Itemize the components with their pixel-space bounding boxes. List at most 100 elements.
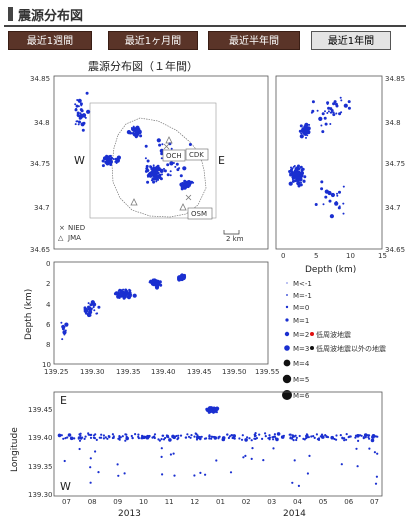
time-epicenter [104, 436, 107, 439]
time-epicenter [84, 435, 87, 438]
map-epicenter [187, 184, 190, 187]
time-epicenter [162, 438, 166, 441]
page-header: 震源分布図 [4, 3, 406, 27]
time-epicenter [298, 434, 301, 438]
time-epicenter [288, 433, 291, 436]
map-epicenter [144, 157, 147, 160]
depth-epicenter [62, 324, 65, 327]
map-epicenter [101, 164, 105, 168]
time-epicenter [268, 438, 271, 441]
time-epicenter [335, 434, 338, 437]
side-epicenter [318, 116, 323, 121]
time-epicenter [295, 438, 298, 442]
depth-epicenter [152, 283, 154, 286]
depth-side-frame [275, 75, 383, 250]
time-epicenter [345, 438, 348, 441]
map-epicenter [109, 163, 113, 166]
side-epicenter [347, 100, 351, 104]
side-epicenter [303, 175, 307, 179]
side-epicenter [339, 96, 342, 99]
map-epicenter [155, 180, 158, 183]
time-epicenter [160, 438, 163, 441]
time-epicenter [289, 437, 292, 440]
time-epicenter [69, 436, 74, 441]
depth-epicenter [130, 293, 133, 296]
map-epicenter [128, 131, 132, 135]
time-epicenter [250, 457, 253, 460]
map-epicenter [161, 173, 163, 176]
map-epicenter [169, 161, 174, 166]
side-epicenter [342, 202, 345, 205]
time-epicenter [210, 437, 213, 440]
time-epicenter [315, 433, 318, 436]
legend-mag-label: M=1 [293, 317, 309, 325]
tab-1-year[interactable]: 最近1年間 [311, 31, 391, 50]
side-epicenter [294, 168, 298, 172]
map-epicenter [174, 165, 177, 168]
side-epicenter [299, 165, 303, 169]
depth-epicenter [64, 331, 67, 334]
side-epicenter [311, 109, 315, 113]
map-frame [53, 75, 269, 250]
time-epicenter [264, 432, 267, 435]
time-epicenter [374, 435, 377, 438]
side-epicenter [302, 179, 306, 183]
time-epicenter [172, 452, 175, 455]
map-epicenter [158, 143, 162, 147]
time-month-tick: 05 [319, 498, 328, 506]
map-epicenter [152, 180, 155, 183]
time-y-tick: 139.30 [28, 491, 53, 499]
map-epicenter [179, 174, 183, 178]
time-epicenter [272, 447, 275, 450]
time-epicenter [116, 463, 119, 466]
side-epicenter [328, 199, 332, 203]
jma-station-icons [130, 136, 187, 211]
side-epicenter [295, 176, 298, 179]
time-month-tick: 04 [293, 498, 302, 506]
depth-epicenter [158, 280, 162, 284]
side-epicenter [299, 134, 304, 139]
time-month-tick: 08 [88, 498, 97, 506]
depth-epicenter [93, 309, 96, 312]
time-epicenter [376, 452, 379, 455]
depth-y-tick: 0 [46, 260, 50, 268]
time-epicenter [194, 432, 197, 435]
map-epicenter [80, 109, 84, 113]
legend-mag-label: M=4 [293, 360, 310, 368]
map-epicenter [116, 155, 121, 160]
depth-x-tick: 139.30 [80, 368, 105, 376]
depth-epicenter [159, 283, 163, 287]
time-epicenter [308, 454, 311, 457]
depth-epicenter [92, 306, 95, 309]
side-epicenter [329, 123, 332, 125]
tab-1-week[interactable]: 最近1週間 [8, 31, 92, 50]
time-epicenter [171, 435, 174, 439]
time-epicenter [215, 406, 220, 411]
time-epicenter [100, 433, 103, 436]
map-epicenter [135, 128, 140, 133]
map-epicenter [152, 168, 155, 170]
map-epicenter [74, 123, 77, 126]
side-epicenter [343, 103, 348, 108]
tab-half-year[interactable]: 最近半年間 [208, 31, 300, 50]
map-east-label: E [218, 154, 225, 167]
map-epicenter [175, 162, 179, 166]
depth-epicenter [85, 309, 89, 313]
tab-1-month[interactable]: 最近1ヶ月間 [108, 31, 198, 50]
map-epicenter [74, 103, 77, 106]
time-epicenter [217, 436, 220, 439]
side-epicenter [322, 203, 325, 206]
time-epicenter [355, 447, 358, 450]
side-epicenter [291, 176, 294, 179]
depth-epicenter [153, 284, 156, 287]
depth-epicenters [60, 273, 187, 341]
time-epicenter [179, 434, 183, 437]
side-epicenter [324, 195, 328, 199]
depth-epicenter [84, 311, 88, 315]
time-month-tick: 03 [267, 498, 276, 506]
time-epicenter [212, 409, 214, 411]
map-epicenter [189, 181, 192, 184]
side-epicenter [323, 116, 327, 120]
map-epicenter [112, 158, 115, 160]
